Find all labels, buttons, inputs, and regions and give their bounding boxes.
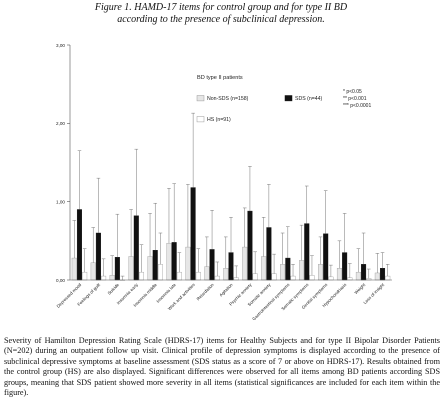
legend-title: BD type II patients [197,75,243,81]
bar-sds [152,250,158,281]
bar-sds [361,264,367,281]
legend-item-hs-swatch [196,116,205,123]
legend-item-non-sds-label: Non-SDS (n=158) [207,96,249,102]
bar-sds [323,233,329,281]
bar-non-sds [223,268,229,281]
bar-sds [247,210,253,281]
legend-item-sds-label: SDS (n=44) [295,96,323,102]
legend-item-sds-swatch [284,95,293,102]
bar-hs [328,276,334,281]
figure-title: Figure 1. HAMD-17 items for control grou… [0,2,442,26]
y-tick-label: 0,00 [56,278,65,283]
bar-non-sds [374,272,380,281]
chart-background [0,30,442,332]
bar-hs [176,271,182,281]
bar-sds [190,187,196,281]
bar-hs [214,275,220,281]
bar-sds [380,268,386,281]
bar-non-sds [242,246,248,281]
bar-sds [342,252,348,281]
bars-layer [71,112,391,281]
bar-non-sds [204,266,210,281]
bar-sds [304,223,310,281]
bar-hs [385,275,391,281]
bar-hs [290,275,296,281]
significance-legend-item: ** p<0.001 [343,96,367,102]
legend-item-non-sds-swatch [196,95,205,102]
bar-sds [171,242,177,281]
bar-hs [101,275,107,281]
bar-non-sds [71,257,77,281]
bar-non-sds [185,246,191,281]
significance-legend-item: *** p<0.0001 [343,103,371,109]
legend-layer: BD type II patients Non-SDS (n=158) SDS (n… [196,75,371,123]
bar-hs [252,273,258,281]
bar-sds [209,249,215,281]
bar-hs [233,277,239,281]
bar-hs [271,273,277,281]
y-tick-label: 3,00 [56,43,65,48]
bar-sds [228,252,234,281]
bar-non-sds [147,256,153,281]
bar-non-sds [261,256,267,281]
figure-title-line-1: Figure 1. HAMD-17 items for control grou… [94,2,348,13]
y-tick-label: 1,00 [56,199,65,204]
bar-hs [195,271,201,281]
legend-item-hs-label: HS (n=91) [207,117,231,123]
bar-non-sds [280,264,286,281]
bar-non-sds [128,256,134,281]
bar-non-sds [318,264,324,281]
bar-hs [309,275,315,281]
bar-non-sds [109,275,115,281]
y-tick-label: 2,00 [56,121,65,126]
bar-non-sds [90,262,96,281]
bar-non-sds [336,268,342,281]
bar-hs [157,264,163,281]
bar-sds [285,257,291,281]
bar-hs [138,271,144,281]
bar-non-sds [299,260,305,281]
figure-footnote: Severity of Hamilton Depression Rating S… [4,336,440,398]
bar-sds [114,257,120,281]
significance-legend-item: * p<0.05 [343,89,362,95]
bar-non-sds [166,242,172,281]
bar-hs [347,277,353,281]
bar-hs [82,271,88,281]
bar-sds [95,232,101,281]
bar-sds [133,215,139,281]
figure-title-line-2: according to the presence of subclinical… [117,14,325,25]
bar-sds [76,209,82,281]
bar-sds [266,227,272,281]
bar-non-sds [355,271,361,281]
